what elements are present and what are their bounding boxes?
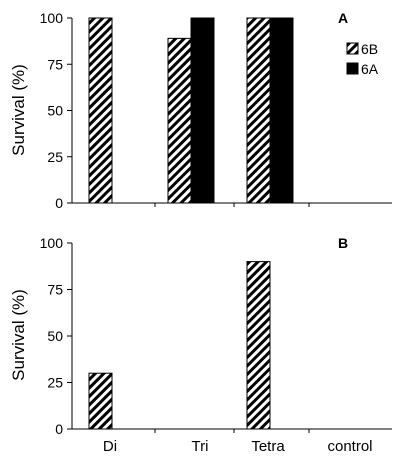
bar-6b-di: [88, 17, 113, 204]
x-category-label-tri: Tri: [192, 438, 209, 455]
y-tick-label: 50: [47, 103, 63, 119]
x-category-label-di: Di: [103, 438, 117, 455]
y-tick-label: 75: [47, 56, 63, 72]
y-tick-label: 25: [47, 149, 63, 165]
y-axis-title: Survival (%): [9, 64, 28, 156]
legend-swatch-6a: [346, 62, 359, 75]
bar-6b-tetra: [246, 17, 271, 204]
y-tick-label: 0: [55, 421, 63, 437]
y-axis-title: Survival (%): [9, 289, 28, 381]
y-tick-label: 100: [40, 10, 64, 26]
panel-label: B: [338, 235, 348, 251]
x-category-label-control: control: [327, 438, 372, 455]
bar-6b-tri: [167, 37, 192, 204]
panel-b: 0 25 50 75 100 Survival (%) B Di Tri Tetra control: [9, 235, 392, 455]
bar-6b-tetra: [246, 261, 271, 430]
y-tick-label: 50: [47, 328, 63, 344]
legend-label-6b: 6B: [361, 41, 378, 57]
y-tick-label: 0: [55, 195, 63, 211]
y-tick-label: 75: [47, 282, 63, 298]
y-tick-label: 25: [47, 375, 63, 391]
legend-label-6a: 6A: [361, 61, 379, 77]
panel-label: A: [338, 10, 348, 26]
x-category-label-tetra: Tetra: [251, 438, 285, 455]
legend-swatch-6b: [346, 42, 359, 55]
y-tick-label: 100: [40, 235, 64, 251]
bar-6a-tri: [190, 17, 215, 204]
bar-6a-tetra: [269, 17, 294, 204]
panel-a: 0 25 50 75 100 Survival (%) A 6B 6A: [9, 10, 392, 211]
bar-6b-di: [88, 372, 113, 430]
